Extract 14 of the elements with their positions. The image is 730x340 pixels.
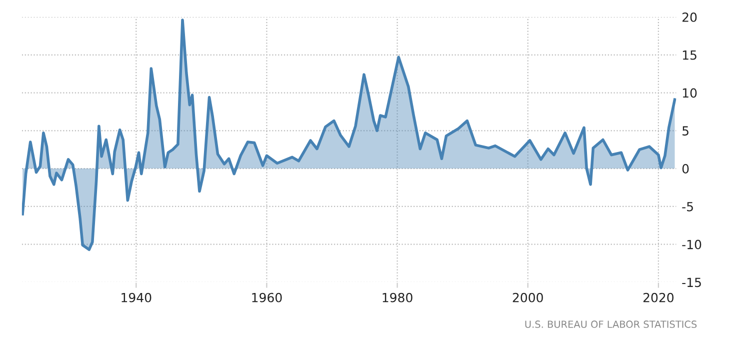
y-tick-label: -10 <box>682 240 702 250</box>
y-tick-label: 15 <box>682 50 696 60</box>
x-tick-label: 1960 <box>252 292 282 302</box>
y-tick-label: 10 <box>682 88 697 98</box>
x-tick-label: 2000 <box>512 292 543 302</box>
y-tick-label: 5 <box>682 126 688 136</box>
y-tick-label: -5 <box>682 202 693 212</box>
x-tick-label: 1940 <box>122 292 152 302</box>
y-tick-label: 20 <box>682 12 697 22</box>
x-tick-label: 2020 <box>643 292 674 302</box>
y-tick-label: -15 <box>682 278 701 288</box>
text: U.S. BUREAU OF LABOR STATISTICS <box>525 320 697 328</box>
x-tick-label: 1980 <box>382 292 412 302</box>
y-tick-label: 0 <box>682 164 689 174</box>
